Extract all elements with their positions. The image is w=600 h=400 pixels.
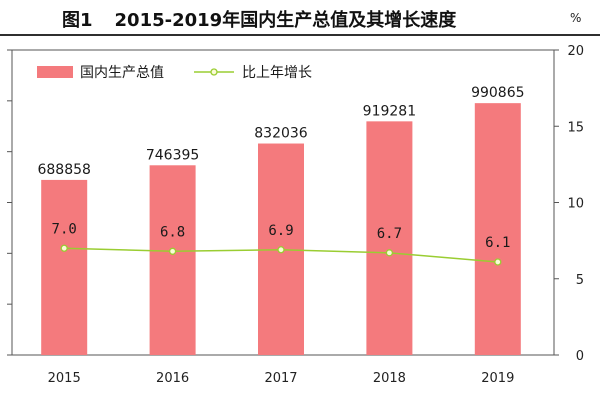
right-axis-unit: % bbox=[570, 11, 582, 25]
figure-label: 图1 bbox=[62, 10, 93, 31]
bar-gdp bbox=[149, 165, 196, 355]
right-axis-tick-label: 20 bbox=[567, 44, 584, 59]
right-axis-tick-label: 10 bbox=[567, 197, 584, 212]
x-axis-tick-label: 2015 bbox=[48, 371, 81, 386]
bar-value-label: 688858 bbox=[37, 162, 90, 178]
bar-gdp bbox=[41, 179, 88, 355]
x-axis-tick-label: 2018 bbox=[373, 371, 406, 386]
legend-label-growth: 比上年增长 bbox=[242, 65, 312, 81]
growth-point bbox=[60, 244, 68, 252]
growth-value-label: 6.7 bbox=[377, 226, 402, 242]
chart-title: 图1 2015-2019年国内生产总值及其增长速度 bbox=[62, 6, 456, 32]
x-axis-tick-label: 2019 bbox=[481, 371, 514, 386]
bar-value-label: 990865 bbox=[471, 85, 524, 101]
bar-value-label: 746395 bbox=[146, 147, 199, 163]
legend-marker-growth bbox=[210, 68, 218, 76]
bar-value-label: 919281 bbox=[363, 103, 416, 119]
growth-value-label: 6.9 bbox=[268, 223, 293, 239]
bar-gdp bbox=[366, 121, 413, 355]
growth-point bbox=[494, 258, 502, 266]
title-divider bbox=[0, 34, 600, 36]
legend-swatch-gdp bbox=[37, 66, 73, 78]
legend-label-gdp: 国内生产总值 bbox=[80, 65, 164, 81]
right-axis-tick-label: 0 bbox=[576, 349, 584, 364]
right-axis-tick-label: 15 bbox=[567, 120, 584, 135]
growth-point bbox=[168, 247, 177, 255]
growth-point bbox=[277, 246, 285, 254]
right-axis-tick-label: 5 bbox=[576, 273, 584, 288]
x-axis-tick-label: 2016 bbox=[156, 371, 189, 386]
growth-point bbox=[385, 249, 394, 257]
bar-gdp bbox=[474, 103, 521, 355]
title-text: 2015-2019年国内生产总值及其增长速度 bbox=[114, 10, 457, 31]
x-axis-tick-label: 2017 bbox=[264, 371, 297, 386]
growth-value-label: 7.0 bbox=[52, 221, 77, 237]
growth-value-label: 6.1 bbox=[485, 235, 510, 251]
bar-value-label: 832036 bbox=[254, 126, 308, 142]
growth-value-label: 6.8 bbox=[160, 224, 185, 240]
